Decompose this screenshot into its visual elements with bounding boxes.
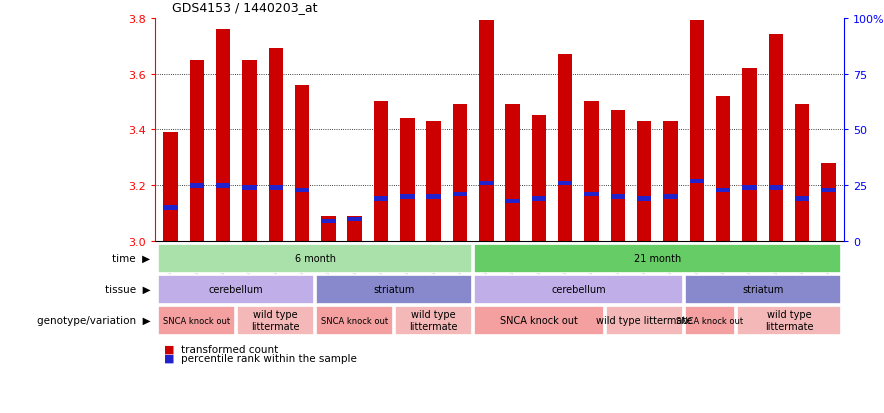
Bar [295,85,309,242]
Bar [663,195,678,199]
Text: SNCA knock out: SNCA knock out [676,316,743,325]
Bar [558,55,573,242]
Bar [189,60,204,242]
Bar [321,216,336,242]
Bar [690,21,704,242]
Bar [611,195,625,199]
Bar [584,102,598,242]
Bar [637,197,652,202]
Bar [374,102,388,242]
Bar [453,192,468,197]
Bar [269,186,283,190]
Text: ■: ■ [164,353,174,363]
Text: striatum: striatum [374,285,415,294]
Bar [400,195,415,199]
Bar [164,206,178,210]
Text: 21 month: 21 month [634,254,681,263]
Bar [795,197,810,202]
Bar [269,49,283,242]
Bar [347,217,362,221]
Bar [426,195,441,199]
Bar [164,133,178,242]
Bar [611,111,625,242]
Bar [216,184,231,188]
Text: wild type
littermate: wild type littermate [252,310,300,331]
Bar [531,116,546,242]
Bar [637,122,652,242]
Text: striatum: striatum [742,285,783,294]
Bar [189,184,204,188]
Text: SNCA knock out: SNCA knock out [500,316,578,325]
Bar [531,197,546,202]
Bar [242,186,256,190]
Bar [506,105,520,242]
Text: tissue  ▶: tissue ▶ [104,285,150,294]
Bar [663,122,678,242]
Bar [795,105,810,242]
Text: wild type
littermate: wild type littermate [409,310,458,331]
Bar [426,122,441,242]
Bar [743,69,757,242]
Bar [374,197,388,202]
Bar [479,21,493,242]
Bar [242,60,256,242]
Bar [506,199,520,204]
Bar [216,30,231,242]
Text: wild type
littermate: wild type littermate [765,310,813,331]
Bar [821,164,835,242]
Bar [690,179,704,184]
Bar [558,181,573,186]
Text: ■: ■ [164,344,174,354]
Bar [295,188,309,192]
Text: SNCA knock out: SNCA knock out [164,316,231,325]
Bar [321,219,336,224]
Bar [400,119,415,242]
Text: genotype/variation  ▶: genotype/variation ▶ [36,316,150,325]
Bar [347,216,362,242]
Bar [479,181,493,186]
Bar [768,186,783,190]
Bar [768,36,783,242]
Text: wild type littermate: wild type littermate [596,316,692,325]
Bar [743,186,757,190]
Bar [716,97,730,242]
Text: cerebellum: cerebellum [551,285,606,294]
Bar [453,105,468,242]
Text: SNCA knock out: SNCA knock out [321,316,388,325]
Text: GDS4153 / 1440203_at: GDS4153 / 1440203_at [172,2,318,14]
Text: transformed count: transformed count [181,344,278,354]
Bar [584,192,598,197]
Text: 6 month: 6 month [294,254,336,263]
Text: percentile rank within the sample: percentile rank within the sample [181,353,357,363]
Text: time  ▶: time ▶ [112,254,150,263]
Bar [716,188,730,192]
Bar [821,188,835,192]
Text: cerebellum: cerebellum [209,285,263,294]
